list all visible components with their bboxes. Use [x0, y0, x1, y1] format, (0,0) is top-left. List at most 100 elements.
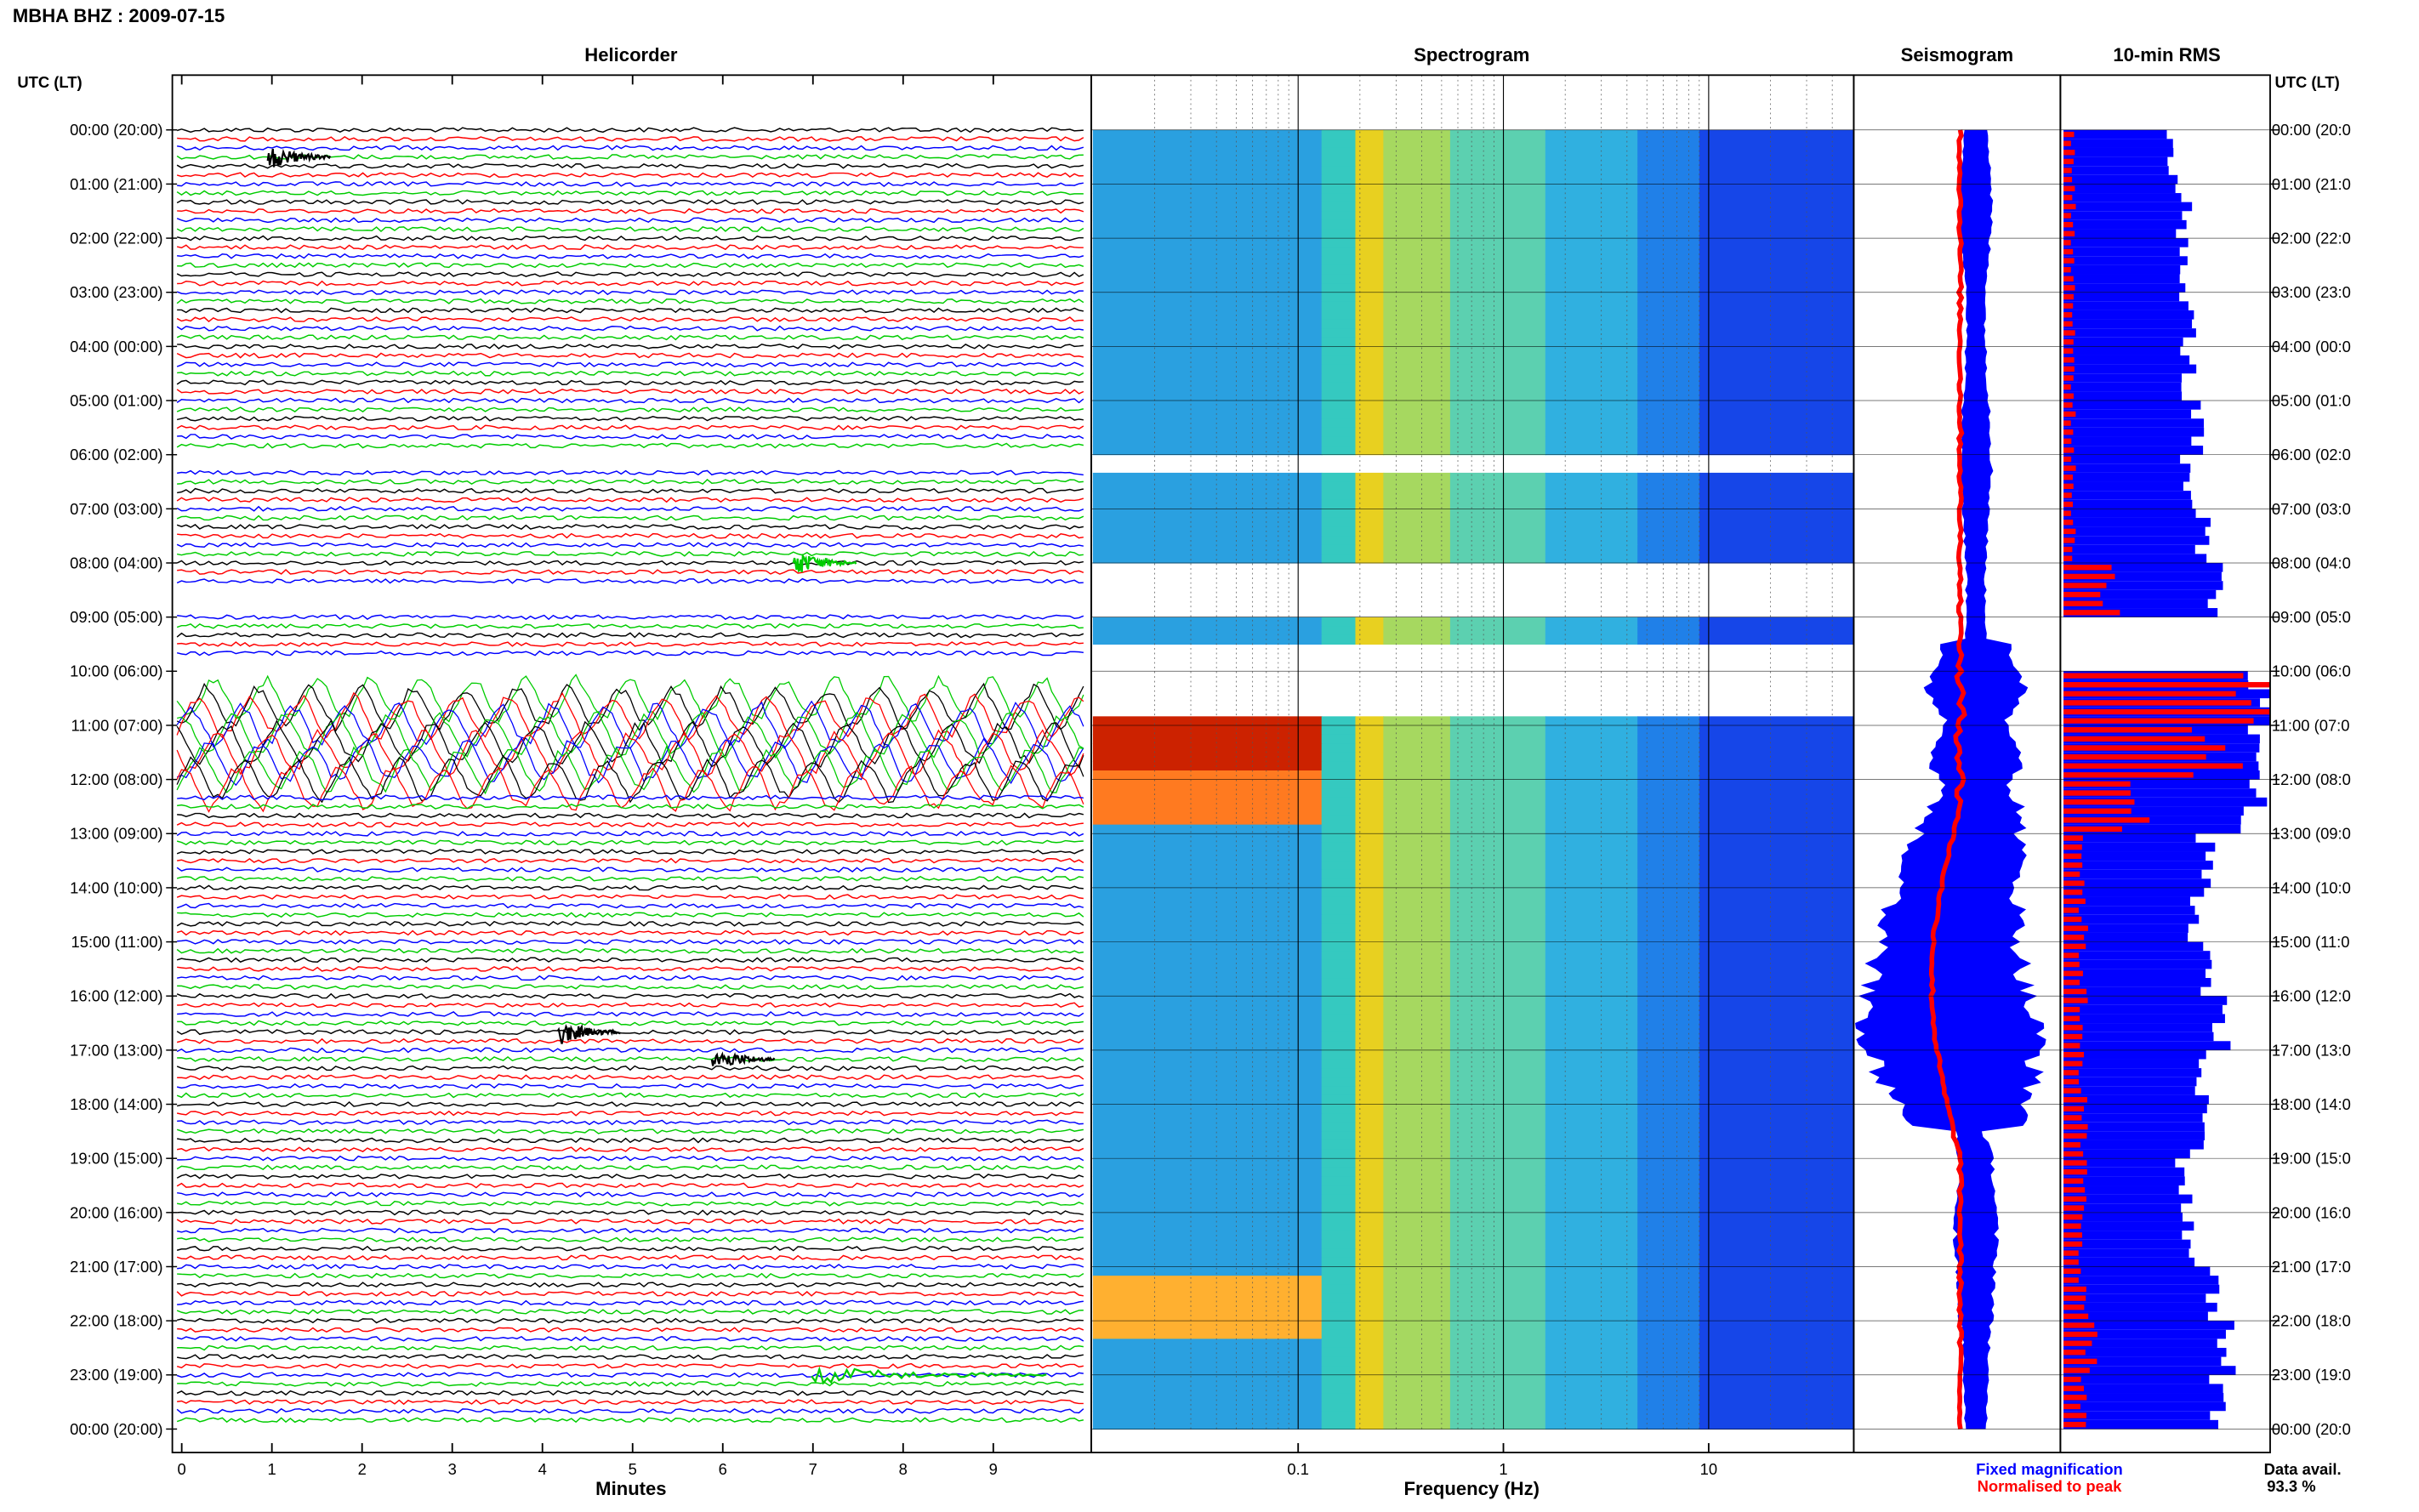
spectrogram-cell [1545, 941, 1639, 952]
spectrogram-cell [1699, 1293, 1853, 1304]
spectrogram-cell [1545, 788, 1639, 799]
spectrogram-cell [1321, 824, 1357, 834]
spectrogram-cell [1092, 788, 1323, 799]
spectrogram-cell [1355, 427, 1385, 438]
spectrogram-cell [1449, 472, 1546, 483]
spectrogram-cell [1449, 129, 1546, 139]
spectrogram-cell [1321, 391, 1357, 401]
spectrogram-cell [1637, 274, 1700, 284]
spectrogram-cell [1383, 734, 1451, 744]
spectrogram-cell [1545, 734, 1639, 744]
spectrogram-cell [1092, 1041, 1323, 1051]
spectrogram-cell [1545, 499, 1639, 509]
spectrogram-cell [1321, 292, 1357, 302]
rms-bar-fixed [2063, 1347, 2227, 1357]
spectrogram-cell [1321, 1032, 1357, 1042]
spectrogram-cell [1545, 256, 1639, 266]
rms-bar-fixed [2063, 1185, 2179, 1195]
spectrogram-cell [1092, 716, 1323, 726]
spectrogram-cell [1092, 166, 1323, 176]
rms-bar-normalised [2063, 258, 2075, 264]
helicorder-trace [177, 135, 1084, 142]
spectrogram-cell [1699, 301, 1853, 311]
helicorder-trace [177, 1056, 1084, 1062]
rms-bar-normalised [2063, 772, 2194, 778]
spectrogram-cell [1699, 914, 1853, 924]
spectrogram-cell [1321, 1194, 1357, 1204]
helicorder-trace [177, 804, 1084, 810]
spectrogram-cell [1699, 1041, 1853, 1051]
spectrogram-cell [1383, 337, 1451, 347]
helicorder-trace [177, 1146, 1084, 1152]
spectrogram-cell [1383, 824, 1451, 834]
spectrogram-cell [1355, 752, 1385, 762]
spectrogram-cell [1321, 761, 1357, 771]
spectrogram-cell [1545, 174, 1639, 185]
spectrogram-cell [1321, 499, 1357, 509]
spectrogram-cell [1699, 779, 1853, 789]
spectrogram-cell [1355, 1329, 1385, 1339]
spectrogram-cell [1637, 319, 1700, 329]
spectrogram-cell [1321, 626, 1357, 636]
spectrogram-cell [1637, 202, 1700, 212]
helicorder-trace [176, 172, 1084, 179]
spectrogram-cell [1449, 1276, 1546, 1286]
spectrogram-cell [1355, 264, 1385, 276]
hour-label-left: 02:00 (22:00) [70, 230, 162, 247]
legend-normalised-to-peak: Normalised to peak [1978, 1477, 2122, 1495]
helicorder-trace [177, 1380, 1084, 1387]
helicorder-trace [177, 1209, 1084, 1216]
rms-bar-fixed [2063, 959, 2212, 969]
spectrogram-cell [1355, 1077, 1385, 1087]
spectrogram-cell [1383, 1356, 1451, 1367]
rms-bar-fixed [2063, 599, 2208, 609]
spectrogram-cell [1355, 256, 1385, 266]
spectrogram-cell [1545, 779, 1639, 789]
spectrogram-title: Spectrogram [1414, 44, 1529, 65]
spectrogram-cell [1092, 229, 1323, 239]
spectrogram-cell [1092, 1032, 1323, 1042]
hour-label-left: 17:00 (13:00) [70, 1041, 162, 1059]
spectrogram-cell [1545, 626, 1639, 636]
spectrogram-cell [1383, 446, 1451, 456]
spectrogram-cell [1449, 499, 1546, 509]
helicorder-trace [176, 1110, 1084, 1117]
spectrogram-cell [1321, 364, 1357, 374]
rms-bar-fixed [2063, 562, 2223, 572]
spectrogram-cell [1092, 391, 1323, 401]
rms-bar-fixed [2063, 256, 2188, 265]
frequency-axis-label: Frequency (Hz) [1404, 1478, 1540, 1499]
spectrogram-cell [1321, 861, 1357, 871]
spectrogram-cell [1321, 1023, 1357, 1033]
spectrogram-cell [1699, 1149, 1853, 1159]
helicorder-trace [176, 622, 1084, 629]
spectrogram-cell [1545, 301, 1639, 311]
spectrogram-cell [1321, 536, 1357, 546]
spectrogram-cell [1321, 1347, 1357, 1358]
spectrogram-cell [1449, 1411, 1546, 1421]
minute-tick-label: 0 [178, 1460, 186, 1478]
helicorder-trace [176, 902, 1084, 909]
minute-tick-label: 9 [989, 1460, 998, 1478]
spectrogram-cell [1449, 256, 1546, 266]
helicorder-trace [177, 1074, 1084, 1081]
helicorder-event [710, 1051, 776, 1066]
rms-bar-fixed [2063, 491, 2191, 500]
spectrogram-cell [1699, 842, 1853, 853]
spectrogram-cell [1637, 1212, 1700, 1222]
spectrogram-cell [1449, 752, 1546, 762]
spectrogram-cell [1383, 1158, 1451, 1168]
rms-bar-fixed [2063, 788, 2257, 798]
helicorder-trace [176, 244, 1084, 251]
spectrogram-cell [1092, 264, 1323, 276]
spectrogram-cell [1449, 1302, 1546, 1313]
helicorder-trace [176, 1362, 1084, 1369]
rms-bar-normalised [2063, 907, 2079, 913]
rms-bar-normalised [2063, 176, 2073, 183]
spectrogram-cell [1355, 355, 1385, 366]
rms-bar-normalised [2063, 520, 2074, 526]
spectrogram-cell [1699, 247, 1853, 257]
hour-label-right: 05:00 (01:0 [2272, 391, 2351, 409]
rms-bar-fixed [2063, 906, 2195, 915]
